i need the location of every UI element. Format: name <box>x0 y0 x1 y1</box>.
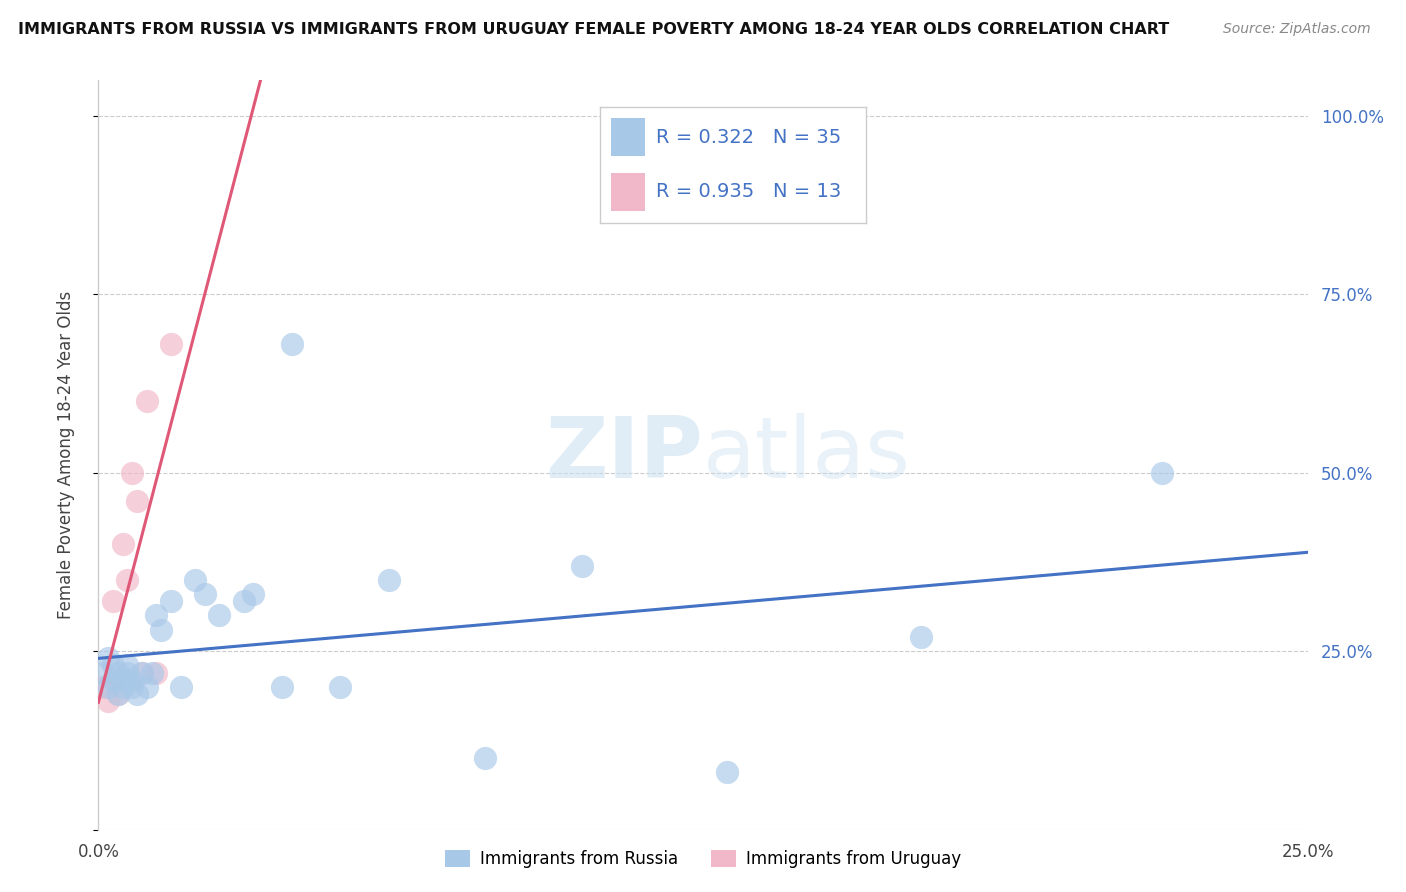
Point <box>1152 466 1174 480</box>
Point <box>160 337 183 351</box>
Legend: Immigrants from Russia, Immigrants from Uruguay: Immigrants from Russia, Immigrants from … <box>439 843 967 875</box>
Point <box>194 587 217 601</box>
Point <box>242 587 264 601</box>
Point <box>121 680 143 694</box>
Point <box>169 680 191 694</box>
Point <box>117 665 139 680</box>
Point <box>281 337 304 351</box>
Point <box>101 658 124 673</box>
Point <box>145 665 167 680</box>
Point <box>101 673 124 687</box>
Point <box>111 673 134 687</box>
Point <box>91 665 114 680</box>
Point <box>101 594 124 608</box>
Point <box>135 394 157 409</box>
Point <box>145 608 167 623</box>
Text: ZIP: ZIP <box>546 413 703 497</box>
Point <box>121 673 143 687</box>
Point <box>121 466 143 480</box>
Point <box>131 665 153 680</box>
Point <box>184 573 207 587</box>
Point <box>910 630 932 644</box>
Point <box>160 594 183 608</box>
Point <box>97 694 120 708</box>
Point <box>131 665 153 680</box>
Point <box>141 665 163 680</box>
Point <box>111 537 134 551</box>
Point <box>135 680 157 694</box>
Point <box>571 558 593 573</box>
Point <box>117 658 139 673</box>
Y-axis label: Female Poverty Among 18-24 Year Olds: Female Poverty Among 18-24 Year Olds <box>56 291 75 619</box>
Point <box>97 680 120 694</box>
Point <box>107 687 129 701</box>
Point <box>97 651 120 665</box>
Point <box>107 687 129 701</box>
Point <box>150 623 173 637</box>
Text: IMMIGRANTS FROM RUSSIA VS IMMIGRANTS FROM URUGUAY FEMALE POVERTY AMONG 18-24 YEA: IMMIGRANTS FROM RUSSIA VS IMMIGRANTS FRO… <box>18 22 1170 37</box>
Point <box>107 665 129 680</box>
Point <box>117 573 139 587</box>
Text: atlas: atlas <box>703 413 911 497</box>
Point <box>271 680 294 694</box>
Point <box>101 673 124 687</box>
Point <box>329 680 352 694</box>
Point <box>377 573 399 587</box>
Point <box>127 494 149 508</box>
Point <box>716 765 738 780</box>
Point <box>111 680 134 694</box>
Text: Source: ZipAtlas.com: Source: ZipAtlas.com <box>1223 22 1371 37</box>
Point <box>474 751 496 765</box>
Point <box>208 608 231 623</box>
Point <box>91 680 114 694</box>
Point <box>232 594 254 608</box>
Point <box>127 687 149 701</box>
